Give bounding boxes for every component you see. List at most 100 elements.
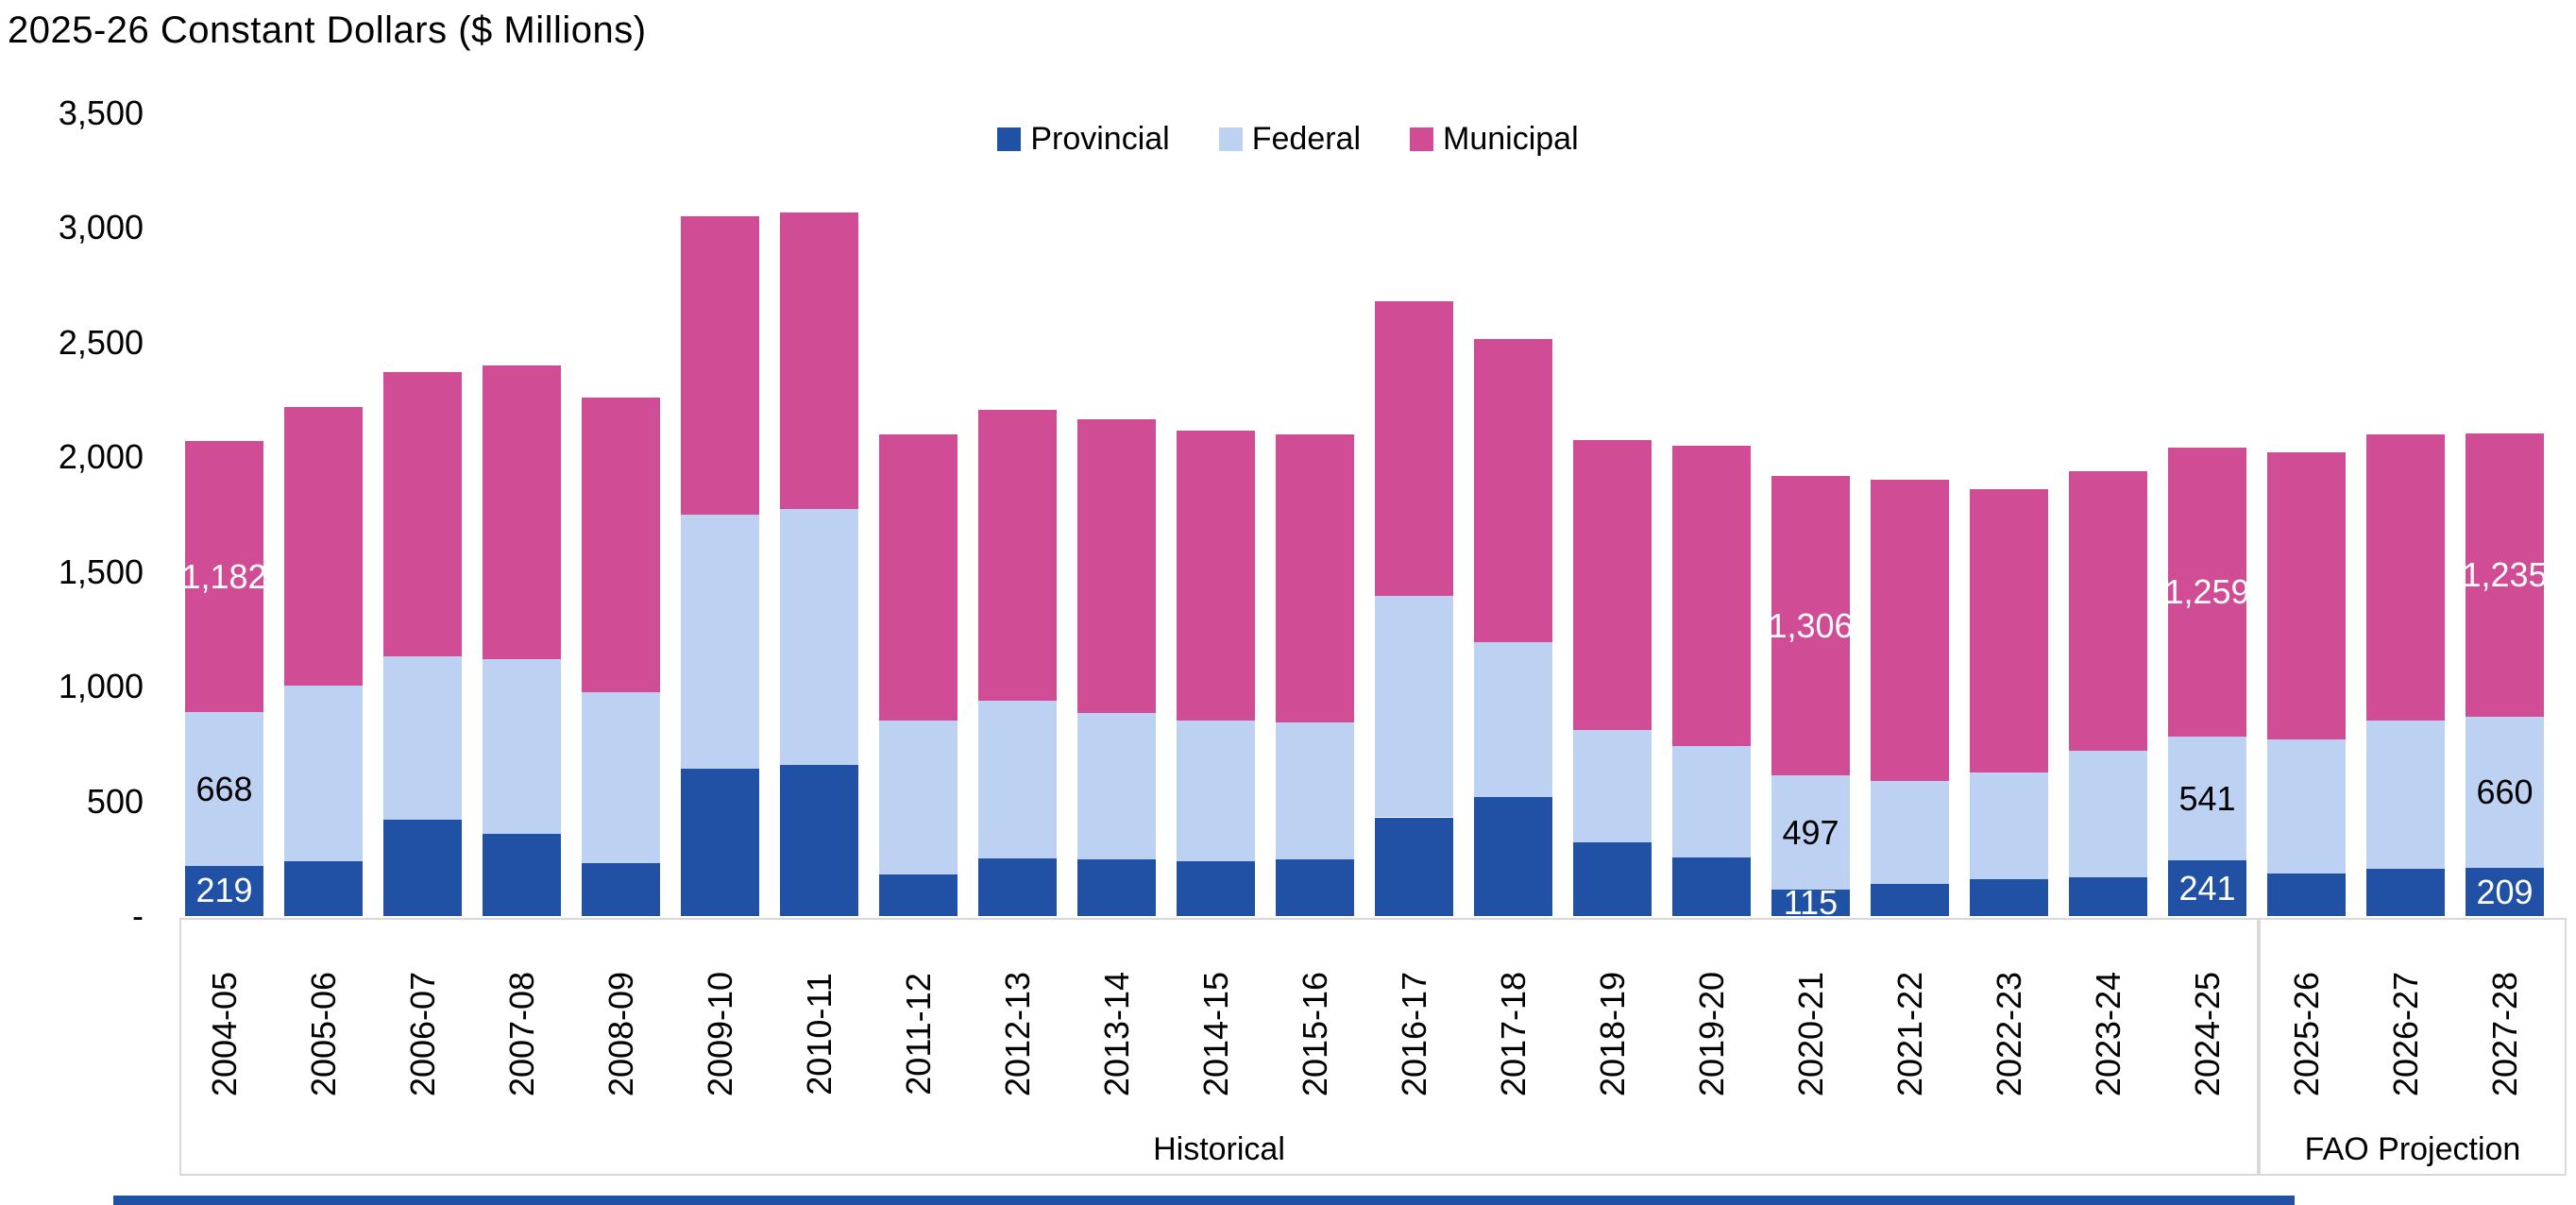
legend-label-federal: Federal	[1251, 121, 1362, 157]
bar-segment-municipal	[1077, 418, 1156, 713]
bar-segment-municipal	[2267, 452, 2346, 739]
bar-segment-municipal	[582, 397, 660, 693]
bar-segment-federal	[582, 692, 660, 864]
x-tick-label: 2006-07	[402, 971, 442, 1097]
bar-segment-municipal	[1672, 445, 1751, 747]
bar-segment-federal	[2168, 736, 2246, 861]
x-tick-label: 2022-23	[1989, 971, 2028, 1097]
bar-segment-municipal	[1871, 480, 1949, 781]
x-tick-label: 2015-16	[1295, 971, 1334, 1097]
legend-label-municipal: Municipal	[1443, 121, 1579, 157]
bar-segment-municipal	[978, 410, 1057, 701]
bar-segment-federal	[879, 721, 958, 875]
bar-segment-federal	[978, 700, 1057, 859]
x-tick-label: 2005-06	[303, 971, 343, 1097]
bar-segment-federal	[1276, 721, 1354, 860]
bar-segment-federal	[185, 712, 263, 866]
x-tick-label: 2018-19	[1592, 971, 1632, 1097]
bar-segment-federal	[1672, 746, 1751, 858]
bar-segment-municipal	[1573, 439, 1652, 731]
bar-segment-federal	[1474, 641, 1552, 797]
bar-segment-federal	[681, 514, 759, 770]
bar-segment-provincial	[2366, 869, 2445, 916]
bar-value-label-municipal: 1,182	[181, 556, 267, 596]
bar-segment-provincial	[2069, 876, 2147, 916]
bar-segment-provincial	[1177, 860, 1255, 916]
bar-segment-provincial	[780, 764, 858, 916]
bar-segment-municipal	[2069, 470, 2147, 752]
bar-value-label-provincial: 115	[1783, 883, 1839, 923]
bar-value-label-municipal: 1,259	[2164, 572, 2250, 611]
bar-segment-municipal	[483, 365, 561, 659]
projection-section-label: FAO Projection	[2304, 1131, 2521, 1167]
bar-segment-provincial	[2267, 874, 2346, 916]
bar-segment-provincial	[1077, 859, 1156, 916]
bar-segment-provincial	[1375, 817, 1453, 916]
bar-segment-provincial	[1276, 859, 1354, 916]
legend-label-provincial: Provincial	[1030, 121, 1170, 157]
bottom-border-line	[113, 1196, 2295, 1205]
bar-segment-municipal	[879, 433, 958, 721]
bar-segment-provincial	[284, 860, 363, 916]
bar-value-label-municipal: 1,235	[2462, 554, 2548, 594]
legend-item-federal: Federal	[1218, 121, 1362, 158]
x-tick-label: 2019-20	[1691, 971, 1731, 1097]
bar-segment-federal	[1970, 772, 2048, 880]
bar-segment-federal	[2069, 751, 2147, 877]
x-tick-label: 2023-24	[2088, 971, 2127, 1097]
bar-segment-federal	[780, 508, 858, 765]
x-tick-label: 2004-05	[204, 971, 244, 1097]
bar-segment-federal	[383, 656, 462, 820]
bar-segment-provincial	[1771, 890, 1850, 916]
x-tick-label: 2012-13	[997, 971, 1037, 1097]
historical-section-box: Historical	[179, 918, 2259, 1176]
bar-value-label-provincial: 241	[2178, 868, 2236, 908]
bar-segment-provincial	[1573, 842, 1652, 916]
bar-segment-municipal	[780, 212, 858, 509]
bar-segment-provincial	[1672, 857, 1751, 916]
legend-item-provincial: Provincial	[997, 121, 1170, 158]
legend-item-municipal: Municipal	[1410, 121, 1579, 158]
bar-segment-municipal	[1375, 300, 1453, 596]
bar-value-label-federal: 541	[2178, 778, 2236, 818]
legend: Provincial Federal Municipal	[0, 121, 2576, 158]
bar-segment-municipal	[1276, 433, 1354, 722]
x-tick-label: 2025-26	[2286, 971, 2326, 1097]
bar-segment-federal	[1573, 730, 1652, 843]
y-tick-label: 3,500	[58, 93, 144, 132]
bar-segment-municipal	[1177, 431, 1255, 721]
bar-value-label-federal: 660	[2476, 772, 2534, 812]
provincial-swatch-icon	[997, 127, 1022, 151]
bar-segment-provincial	[1474, 796, 1552, 916]
bar-value-label-provincial: 209	[2476, 872, 2534, 911]
bar-segment-federal	[1177, 721, 1255, 861]
bar-segment-municipal	[1474, 338, 1552, 642]
bar-segment-provincial	[582, 863, 660, 916]
x-tick-label: 2007-08	[501, 971, 541, 1097]
bar-value-label-federal: 668	[195, 769, 253, 808]
x-tick-label: 2011-12	[898, 973, 938, 1095]
x-tick-label: 2024-25	[2187, 971, 2227, 1097]
chart-title: 2025-26 Constant Dollars ($ Millions)	[8, 9, 647, 51]
bar-segment-federal	[1771, 775, 1850, 891]
y-tick-label: 2,500	[58, 322, 144, 362]
federal-swatch-icon	[1218, 127, 1243, 151]
bar-segment-provincial	[879, 874, 958, 916]
bar-segment-provincial	[1871, 883, 1949, 916]
bar-segment-municipal	[185, 441, 263, 713]
bar-segment-provincial	[2168, 860, 2246, 916]
bar-value-label-municipal: 1,306	[1768, 605, 1854, 645]
bar-segment-provincial	[185, 865, 263, 916]
bar-segment-municipal	[1970, 489, 2048, 773]
bar-segment-municipal	[2168, 448, 2246, 737]
x-tick-label: 2020-21	[1790, 971, 1830, 1097]
x-tick-label: 2013-14	[1096, 971, 1136, 1097]
bar-segment-provincial	[383, 819, 462, 916]
x-tick-label: 2009-10	[700, 971, 739, 1097]
bar-segment-federal	[1375, 596, 1453, 818]
projection-section-box: FAO Projection	[2259, 918, 2567, 1176]
historical-section-label: Historical	[1153, 1131, 1285, 1167]
bar-segment-federal	[1077, 712, 1156, 860]
x-tick-label: 2008-09	[601, 971, 640, 1097]
